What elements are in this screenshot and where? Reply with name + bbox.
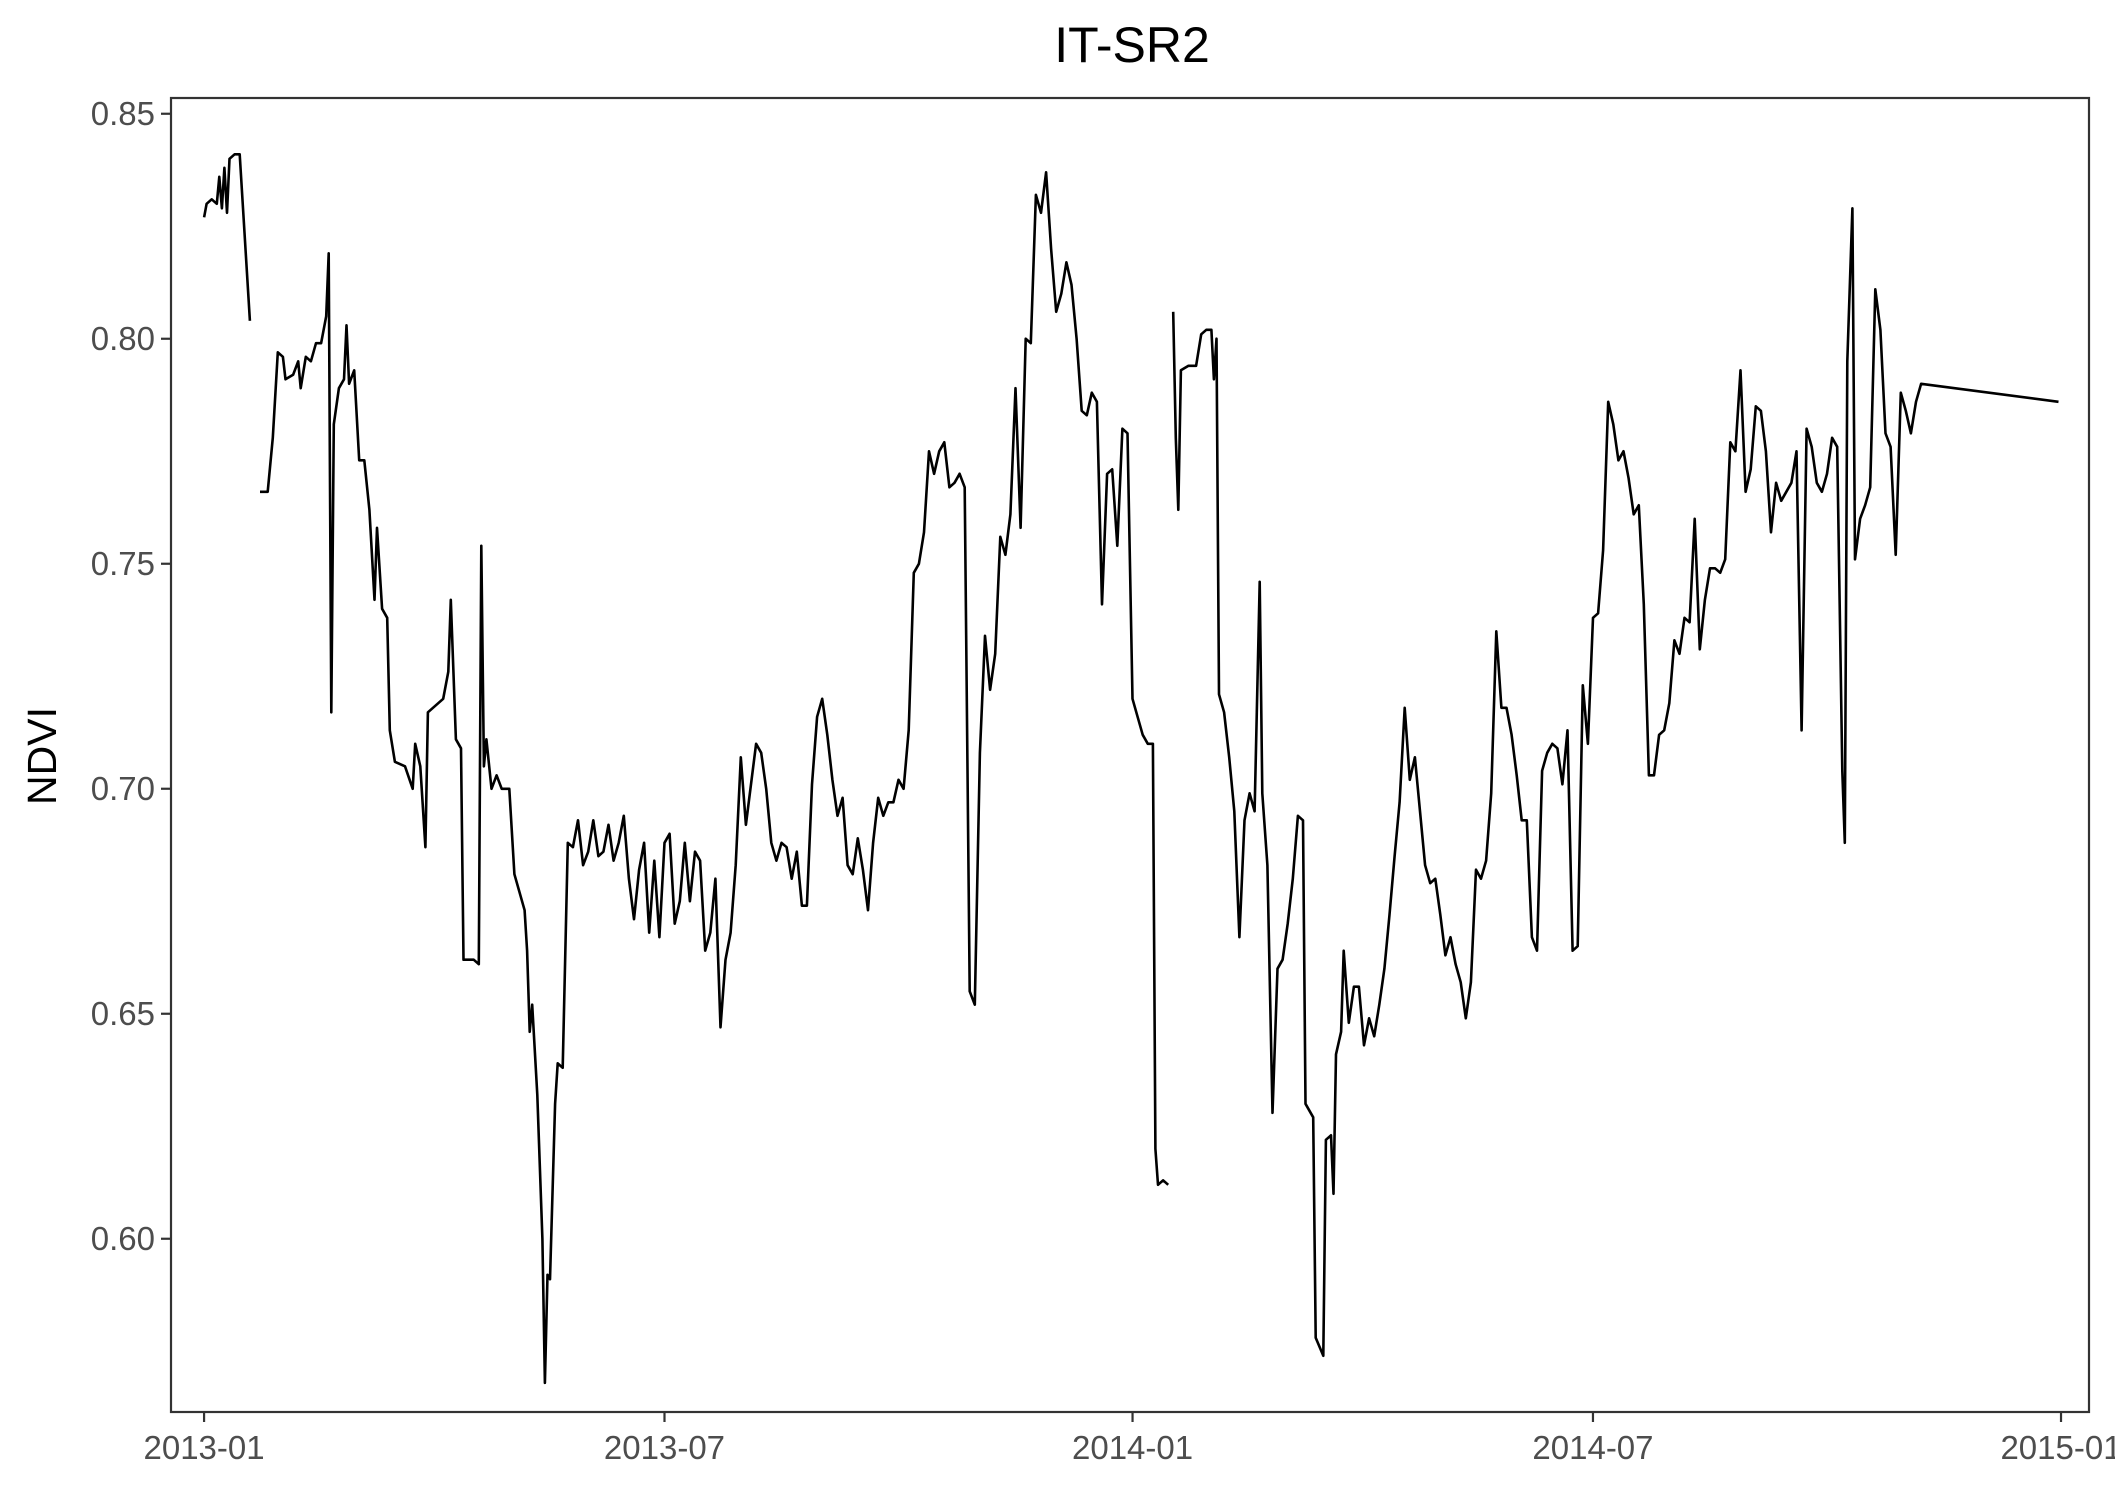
x-tick-label: 2015-01 [2000, 1429, 2115, 1466]
y-tick-label: 0.60 [91, 1220, 155, 1257]
series-layer [202, 153, 2059, 1385]
x-tick-label: 2014-01 [1072, 1429, 1193, 1466]
y-tick-label: 0.70 [91, 770, 155, 807]
y-axis: 0.60 0.65 0.70 0.75 0.80 0.85 [91, 95, 171, 1257]
x-tick-label: 2013-07 [604, 1429, 725, 1466]
series-line-segment [260, 171, 1170, 1385]
series-line-segment [202, 153, 252, 321]
y-tick-label: 0.65 [91, 995, 155, 1032]
plot-panel-border [169, 96, 2091, 1414]
chart-title: IT-SR2 [1054, 17, 1210, 73]
y-tick-label: 0.80 [91, 320, 155, 357]
y-tick-label: 0.85 [91, 95, 155, 132]
x-tick-label: 2013-01 [144, 1429, 265, 1466]
x-tick-label: 2014-07 [1532, 1429, 1653, 1466]
x-axis: 2013-01 2013-07 2014-01 2014-07 2015-01 [144, 1412, 2115, 1466]
y-axis-label: NDVI [19, 707, 65, 805]
y-tick-label: 0.75 [91, 545, 155, 582]
series-line-segment [1171, 207, 2059, 1358]
